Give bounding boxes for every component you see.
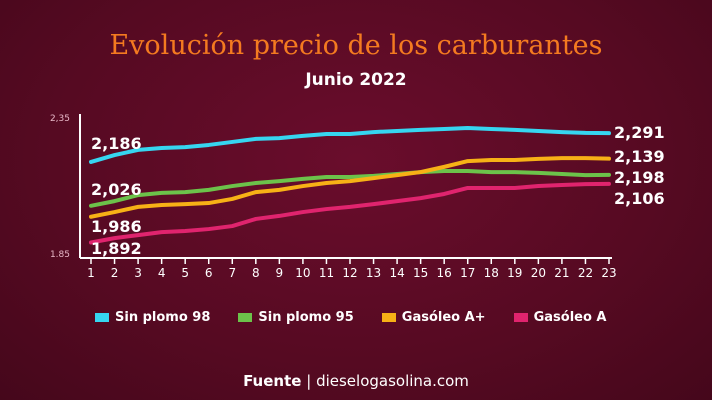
series-line-1 [89, 168, 611, 208]
x-tick-label: 8 [252, 266, 260, 280]
end-value-label: 2,106 [614, 189, 665, 208]
chart-subtitle: Junio 2022 [305, 70, 407, 90]
x-tick-label: 18 [484, 266, 499, 280]
x-tick-label: 12 [342, 266, 357, 280]
legend-label: Gasóleo A+ [401, 310, 486, 325]
x-tick-label: 19 [507, 266, 522, 280]
x-tick-label: 6 [205, 266, 213, 280]
legend-swatch [381, 313, 396, 322]
legend-swatch [95, 313, 109, 322]
legend-label: Sin plomo 98 [115, 310, 211, 325]
end-value-label: 2,198 [614, 168, 665, 187]
legend-item-gasoleo-a-plus: Gasóleo A+ [381, 310, 486, 325]
legend-swatch [513, 313, 528, 322]
legend-label: Sin plomo 95 [258, 310, 354, 325]
legend-item-sin-plomo-95: Sin plomo 95 [238, 310, 354, 325]
x-tick-label: 2 [111, 266, 119, 280]
x-tick-label: 15 [413, 266, 428, 280]
x-tick-label: 14 [389, 266, 404, 280]
x-tick-label: 3 [134, 266, 142, 280]
legend-swatch [238, 313, 253, 322]
y-tick-label: 2,35 [50, 114, 70, 124]
start-value-label: 2,186 [91, 134, 142, 153]
x-tick-label: 5 [181, 266, 189, 280]
legend-label: Gasóleo A [533, 310, 607, 325]
end-value-label: 2,291 [614, 123, 665, 142]
start-value-label: 2,026 [91, 180, 142, 199]
series-line-2 [89, 156, 611, 219]
source-label: Fuente [243, 372, 302, 390]
y-tick-label: 1.85 [50, 250, 70, 260]
x-tick-label: 4 [158, 266, 166, 280]
x-tick-label: 16 [437, 266, 452, 280]
x-tick-label: 11 [319, 266, 334, 280]
x-tick-label: 10 [295, 266, 310, 280]
legend: Sin plomo 98 Sin plomo 95 Gasóleo A+ Gas… [95, 310, 634, 325]
series-line-0 [89, 125, 611, 164]
end-value-label: 2,139 [614, 147, 665, 166]
x-tick-label: 17 [460, 266, 475, 280]
source-site: dieselogasolina.com [316, 372, 469, 390]
legend-item-sin-plomo-98: Sin plomo 98 [95, 310, 210, 325]
x-tick-label: 22 [578, 266, 593, 280]
x-tick-label: 23 [601, 266, 616, 280]
x-tick-label: 13 [366, 266, 381, 280]
source-line: Fuente | dieselogasolina.com [0, 372, 712, 390]
source-separator: | [306, 372, 312, 390]
x-tick-label: 1 [87, 266, 95, 280]
series-line-3 [89, 181, 611, 245]
x-tick-label: 9 [276, 266, 284, 280]
legend-item-gasoleo-a: Gasóleo A [513, 310, 607, 325]
x-tick-label: 7 [228, 266, 236, 280]
x-tick-label: 21 [554, 266, 569, 280]
start-value-label: 1,892 [91, 239, 142, 258]
chart-title: Evolución precio de los carburantes [109, 30, 603, 61]
x-tick-label: 20 [531, 266, 546, 280]
start-value-label: 1,986 [91, 217, 142, 236]
